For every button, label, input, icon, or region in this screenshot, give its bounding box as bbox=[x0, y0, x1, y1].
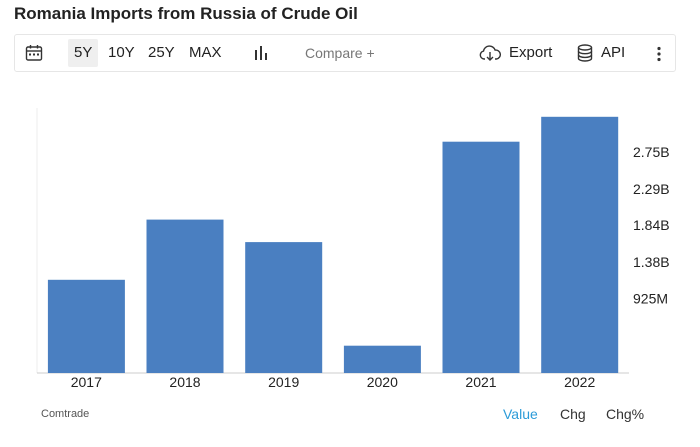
bar-2021[interactable] bbox=[442, 141, 520, 373]
y-tick-label: 2.29B bbox=[633, 181, 670, 197]
y-tick-label: 1.84B bbox=[633, 217, 670, 233]
api-button[interactable]: API bbox=[601, 44, 626, 61]
bar-2017[interactable] bbox=[47, 279, 125, 373]
export-button[interactable]: Export bbox=[509, 44, 553, 61]
y-tick-label: 925M bbox=[633, 291, 668, 307]
range-10y-button[interactable]: 10Y bbox=[108, 44, 135, 61]
bar-2020[interactable] bbox=[343, 345, 421, 373]
compare-button[interactable]: Compare + bbox=[305, 45, 375, 61]
bar-2019[interactable] bbox=[245, 242, 323, 373]
cloud-download-icon[interactable] bbox=[479, 44, 501, 67]
bar-2018[interactable] bbox=[146, 219, 224, 373]
range-25y-button[interactable]: 25Y bbox=[148, 44, 175, 61]
y-tick-label: 2.75B bbox=[633, 144, 670, 160]
bar-chart: 2017 2018 2019 2020 2021 2022 925M 1.38B 1.84B 2.… bbox=[36, 108, 670, 390]
tab-chg[interactable]: Chg bbox=[560, 406, 586, 422]
database-icon[interactable] bbox=[577, 44, 593, 67]
page-title: Romania Imports from Russia of Crude Oil bbox=[14, 4, 358, 23]
range-5y-button[interactable]: 5Y bbox=[68, 39, 99, 67]
bar-chart-icon[interactable] bbox=[253, 45, 269, 66]
tab-value[interactable]: Value bbox=[503, 406, 538, 422]
y-tick-label: 1.38B bbox=[633, 254, 670, 270]
range-max-button[interactable]: MAX bbox=[189, 44, 222, 61]
data-source: Comtrade bbox=[41, 408, 90, 420]
calendar-icon[interactable] bbox=[25, 44, 43, 67]
x-tick-label: 2018 bbox=[169, 374, 200, 390]
x-tick-label: 2021 bbox=[465, 374, 496, 390]
x-tick-label: 2022 bbox=[564, 374, 595, 390]
x-tick-label: 2019 bbox=[268, 374, 299, 390]
x-tick-label: 2017 bbox=[71, 374, 102, 390]
x-tick-label: 2020 bbox=[367, 374, 398, 390]
bar-2022[interactable] bbox=[541, 116, 619, 374]
tab-chg-percent[interactable]: Chg% bbox=[606, 406, 645, 422]
chart-toolbar: 5Y 10Y 25Y MAX Compare + Export API bbox=[14, 34, 676, 72]
more-options-icon[interactable] bbox=[656, 46, 662, 67]
